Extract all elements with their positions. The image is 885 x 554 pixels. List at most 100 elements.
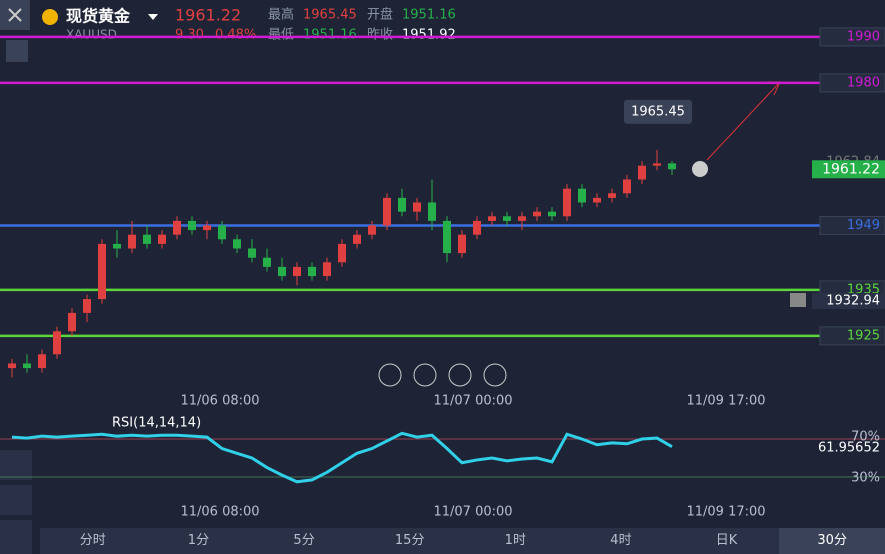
candle-body xyxy=(443,220,451,254)
tool-button[interactable] xyxy=(0,520,32,554)
candle-body xyxy=(413,202,421,212)
level-label-box xyxy=(819,27,885,47)
candle-body xyxy=(398,197,406,212)
candle-body xyxy=(23,363,31,369)
candle-body xyxy=(203,225,211,231)
candle-body xyxy=(83,299,91,313)
level-label: 1925 xyxy=(847,328,880,343)
candle-body xyxy=(278,266,286,277)
period-tab[interactable]: 5分 xyxy=(293,533,315,548)
candle-body xyxy=(248,248,256,258)
symbol[interactable]: 现货黄金 xyxy=(66,7,131,26)
prev[interactable] xyxy=(413,363,437,387)
candle-body xyxy=(458,234,466,254)
time-label: 11/06 08:00 xyxy=(180,505,259,520)
change-pct: 0.48% xyxy=(215,28,256,43)
candle-body xyxy=(128,234,136,249)
time-label: 11/07 00:00 xyxy=(433,394,512,409)
candle-body xyxy=(518,216,526,221)
candle-body xyxy=(8,363,16,369)
candle-body xyxy=(503,216,511,221)
period-tab[interactable]: 1分 xyxy=(187,533,210,548)
period-tab[interactable]: 1时 xyxy=(504,533,526,548)
label: 最高 xyxy=(268,7,294,23)
info-icon[interactable] xyxy=(692,161,708,177)
period-tab[interactable]: 4时 xyxy=(610,533,632,548)
price: 1961.22 xyxy=(175,6,241,25)
period-tab[interactable]: 15分 xyxy=(394,533,425,548)
candle-body xyxy=(638,165,646,180)
tooltip-box xyxy=(624,99,692,124)
period-tab[interactable]: 分时 xyxy=(79,533,106,548)
candle-body xyxy=(263,257,271,267)
tool-button[interactable] xyxy=(0,450,32,480)
zoom-controls xyxy=(378,363,507,387)
candle-body xyxy=(173,220,181,235)
candle-body xyxy=(563,188,571,217)
drawn-arrow xyxy=(706,81,781,161)
price-label-box xyxy=(812,293,885,309)
y-tick-label: 70% xyxy=(851,430,880,445)
candle-body xyxy=(578,188,586,203)
candle-body xyxy=(113,243,121,249)
value: 1965.45 xyxy=(303,8,357,23)
tool-button[interactable] xyxy=(0,485,32,515)
current-price-box xyxy=(812,160,885,179)
candle-body xyxy=(488,216,496,221)
period-tab[interactable]: 日K xyxy=(715,533,738,548)
candle-body xyxy=(143,234,151,244)
candle-body xyxy=(38,354,46,369)
level-label-box xyxy=(819,215,885,235)
dropdown[interactable] xyxy=(148,14,158,20)
price-label: 1932.94 xyxy=(826,294,880,309)
close-icon xyxy=(8,8,22,22)
level-label: 1980 xyxy=(847,75,880,90)
candle-body xyxy=(293,266,301,277)
candle-body xyxy=(593,197,601,203)
bell[interactable] xyxy=(790,293,806,307)
candle-body xyxy=(623,179,631,194)
label: 最低 xyxy=(268,28,294,43)
next[interactable] xyxy=(448,363,472,387)
level-label-box xyxy=(819,326,885,346)
candle-body xyxy=(368,225,376,235)
candle-body xyxy=(353,234,361,244)
candle-body xyxy=(608,193,616,198)
candle-body xyxy=(383,197,391,226)
tooltip: 1965.45 xyxy=(631,104,685,119)
expand-button[interactable] xyxy=(6,40,28,62)
candle-body xyxy=(473,220,481,235)
candle-body xyxy=(218,225,226,240)
y-tick-label: 30% xyxy=(851,471,880,486)
label: 开盘 xyxy=(367,7,393,23)
code: XAUUSD xyxy=(66,28,117,42)
candle-body xyxy=(338,243,346,263)
current-price: 1961.22 xyxy=(822,161,880,177)
candle-body xyxy=(308,266,316,277)
rsi-title: RSI(14,14,14) xyxy=(112,416,201,431)
candle-body xyxy=(98,243,106,300)
zoom-out[interactable] xyxy=(378,363,402,387)
rsi-line xyxy=(11,431,673,484)
candle-body xyxy=(158,234,166,244)
zoom-in[interactable] xyxy=(483,363,507,387)
value: 1951.92 xyxy=(402,28,456,43)
candle-body xyxy=(53,331,61,355)
candle-body xyxy=(533,211,541,217)
gold-icon xyxy=(42,9,58,25)
candle-body xyxy=(668,163,676,170)
change: 9.30 xyxy=(175,28,204,43)
candle-body xyxy=(68,312,76,332)
candle-body xyxy=(428,202,436,221)
period-tab[interactable]: 30分 xyxy=(779,528,885,554)
value: 1951.16 xyxy=(402,8,456,23)
period-tabs: 分时 1分 5分 15分 1时 4时 日K 30分 xyxy=(40,528,885,554)
value: 1951.16 xyxy=(303,28,357,43)
candle-body xyxy=(188,220,196,231)
rsi-value: 61.95652 xyxy=(818,441,880,456)
label: 昨收 xyxy=(367,28,393,43)
time-label: 11/09 17:00 xyxy=(686,505,765,520)
time-label: 11/07 00:00 xyxy=(433,505,512,520)
